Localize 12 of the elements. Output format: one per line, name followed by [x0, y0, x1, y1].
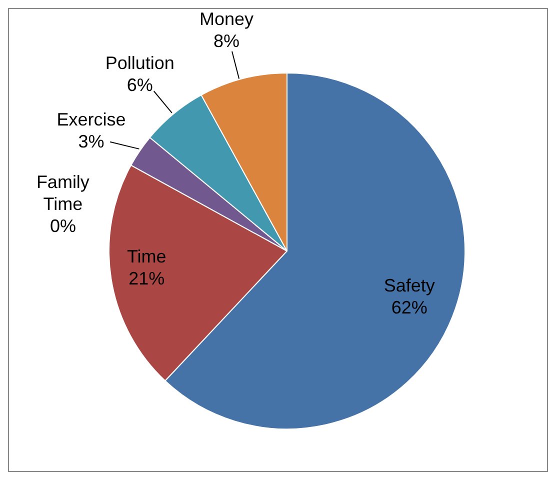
text: 0% — [50, 216, 76, 236]
data-label: 8% — [214, 31, 240, 52]
category-label: Family Time — [36, 172, 90, 214]
data-label: 3% — [78, 131, 104, 152]
slice-label: Money — [200, 9, 254, 30]
data-label: 21% — [128, 268, 165, 288]
slice-label: Exercise — [56, 109, 126, 130]
slice-label: Time — [126, 246, 166, 266]
data-label: 6% — [126, 75, 153, 96]
data-label: 62% — [391, 297, 428, 318]
slice-label: Safety — [384, 275, 435, 296]
slice-label: Pollution — [105, 53, 174, 74]
